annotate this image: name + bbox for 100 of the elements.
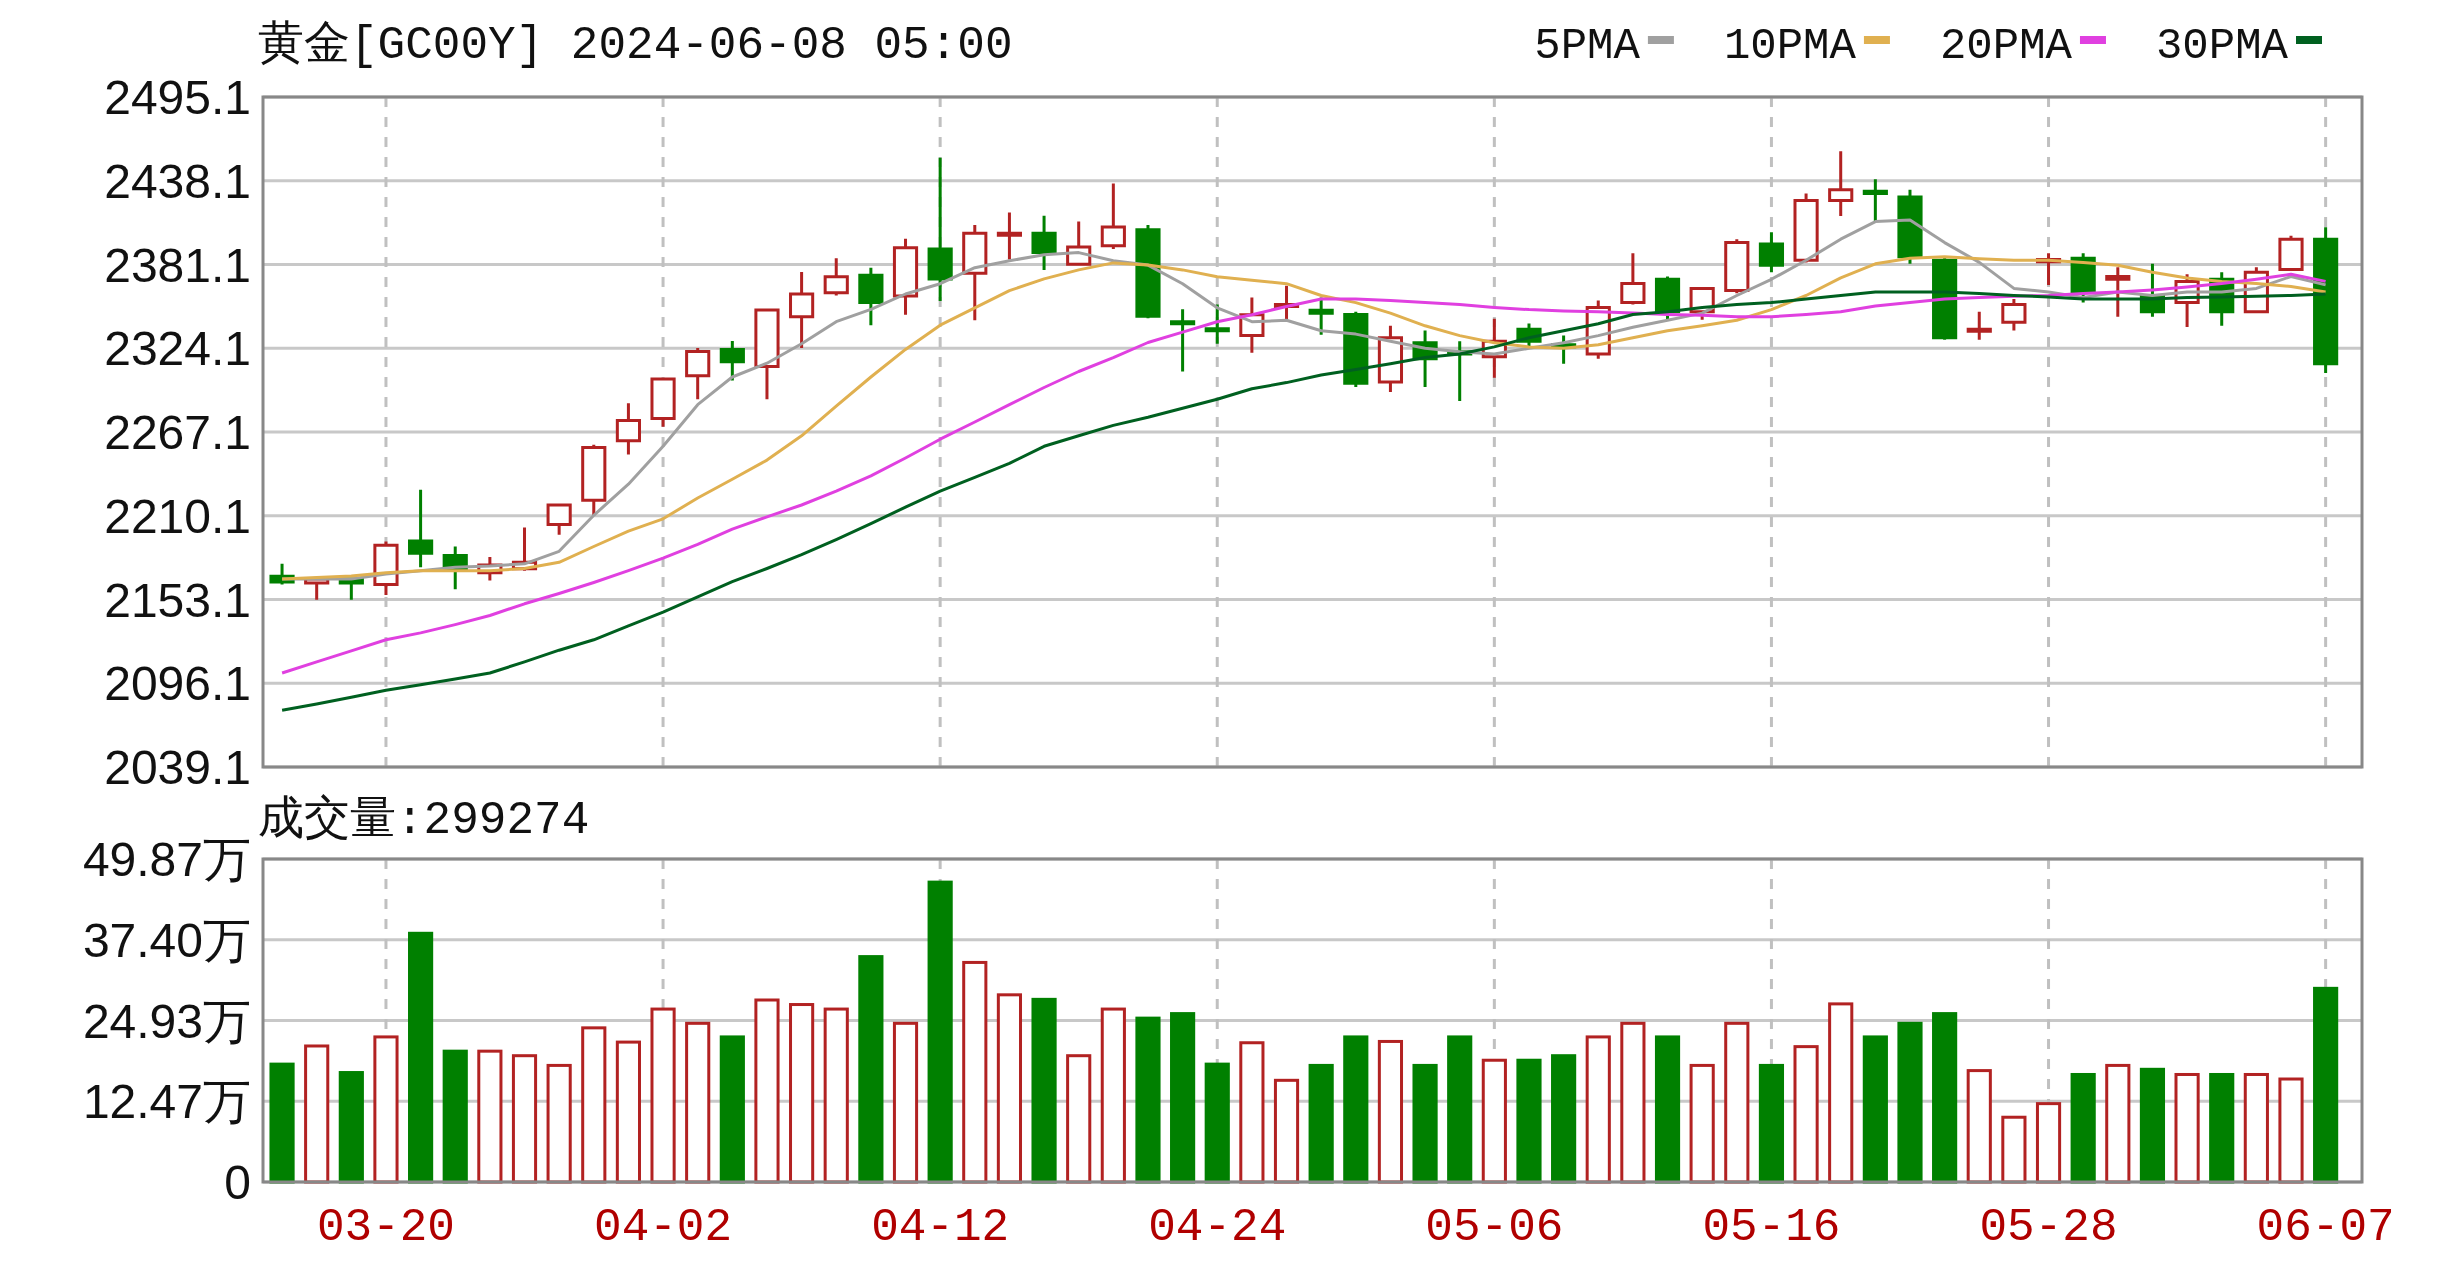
bar xyxy=(1932,1012,1958,1184)
y-tick-label: 2153.1 xyxy=(104,573,251,627)
bar xyxy=(338,1071,364,1184)
candlestick xyxy=(789,271,815,348)
y-tick-label: 2381.1 xyxy=(104,238,251,292)
x-tick-label: 04-02 xyxy=(594,1202,733,1254)
bar xyxy=(408,931,434,1184)
bar xyxy=(2243,1072,2269,1184)
bar xyxy=(304,1044,330,1184)
bar xyxy=(1551,1054,1577,1184)
y-tick-label: 24.93万 xyxy=(82,994,251,1048)
bar xyxy=(2174,1072,2200,1184)
bar xyxy=(789,1003,815,1184)
x-tick-label: 06-07 xyxy=(2256,1202,2395,1254)
chart-title: 黄金[GC00Y] 2024-06-08 05:00 xyxy=(258,20,1013,72)
y-tick-label: 49.87万 xyxy=(82,833,251,886)
bar xyxy=(1204,1062,1230,1184)
bar xyxy=(373,1035,399,1184)
candlestick xyxy=(1966,311,1992,340)
bar xyxy=(1377,1039,1404,1184)
candlestick xyxy=(962,224,988,321)
y-tick-label: 2096.1 xyxy=(104,657,251,711)
x-tick-label: 05-28 xyxy=(1979,1202,2118,1254)
bar xyxy=(1447,1035,1473,1184)
candlestick xyxy=(408,489,434,568)
candlestick xyxy=(1031,215,1057,270)
bar xyxy=(823,1007,849,1184)
candlestick xyxy=(2001,299,2027,331)
bar xyxy=(1343,1035,1369,1184)
bar xyxy=(1620,1021,1646,1184)
bar xyxy=(2313,986,2339,1184)
bar xyxy=(927,880,953,1184)
bar xyxy=(2035,1102,2062,1184)
y-tick-label: 2324.1 xyxy=(104,322,251,376)
candlestick xyxy=(581,444,607,516)
bar xyxy=(1585,1035,1611,1184)
x-tick-label: 04-24 xyxy=(1148,1202,1287,1254)
bar xyxy=(650,1007,676,1184)
bar xyxy=(1862,1035,1888,1184)
bar xyxy=(1135,1016,1161,1184)
bar xyxy=(442,1049,468,1184)
bar xyxy=(1100,1007,1126,1184)
candlestick xyxy=(1170,309,1196,372)
candlestick xyxy=(1828,151,1854,217)
candlestick xyxy=(1862,179,1888,222)
candlestick xyxy=(719,341,745,381)
y-tick-label: 2039.1 xyxy=(104,741,251,794)
y-tick-label: 2495.1 xyxy=(104,71,251,124)
bar xyxy=(546,1063,572,1184)
bar xyxy=(1897,1021,1923,1184)
candlestick xyxy=(823,258,849,296)
bar xyxy=(1724,1021,1750,1184)
candlestick xyxy=(685,347,711,400)
candlestick xyxy=(2313,227,2339,373)
bar xyxy=(2070,1072,2096,1184)
x-tick-label: 04-12 xyxy=(871,1202,1010,1254)
bar xyxy=(858,955,884,1184)
bar xyxy=(477,1049,503,1184)
bar xyxy=(581,1026,607,1184)
candlestick xyxy=(1897,189,1923,264)
candlestick xyxy=(858,267,884,326)
y-tick-label: 12.47万 xyxy=(82,1075,251,1129)
bar xyxy=(2209,1072,2235,1184)
bar xyxy=(719,1035,745,1184)
bar xyxy=(1308,1063,1334,1184)
candlestick xyxy=(1724,239,1750,294)
bar xyxy=(1654,1035,1681,1184)
candlestick xyxy=(1793,193,1819,262)
x-tick-label: 03-20 xyxy=(316,1202,455,1254)
bar xyxy=(1793,1045,1819,1184)
candlestick xyxy=(996,212,1023,260)
y-tick-label: 2210.1 xyxy=(104,489,251,543)
candlestick xyxy=(1758,232,1785,273)
candlestick xyxy=(2105,267,2131,317)
bar xyxy=(511,1054,538,1184)
bar xyxy=(615,1040,641,1184)
candlestick xyxy=(615,403,641,455)
bar xyxy=(1170,1012,1196,1184)
bar xyxy=(1031,997,1057,1184)
candlestick xyxy=(546,503,572,535)
candlestick xyxy=(1932,256,1958,340)
bar xyxy=(1066,1054,1092,1184)
bar xyxy=(1412,1063,1438,1184)
bar xyxy=(1966,1069,1992,1184)
candlestick xyxy=(1620,253,1646,305)
bar xyxy=(269,1062,295,1184)
bar xyxy=(2001,1115,2027,1184)
bar xyxy=(2105,1063,2131,1184)
legend-label: 30PMA xyxy=(2155,21,2289,71)
chart-title: 成交量:299274 xyxy=(258,793,590,847)
bar xyxy=(1758,1063,1785,1184)
candlestick xyxy=(1135,224,1161,319)
y-tick-label: 0 xyxy=(224,1156,251,1209)
y-tick-label: 2438.1 xyxy=(104,154,251,208)
bar xyxy=(754,998,780,1184)
bar xyxy=(2278,1077,2304,1184)
bar xyxy=(685,1021,711,1184)
candlestick xyxy=(927,157,953,301)
bar xyxy=(2139,1067,2166,1184)
legend-label: 10PMA xyxy=(1723,21,1857,71)
